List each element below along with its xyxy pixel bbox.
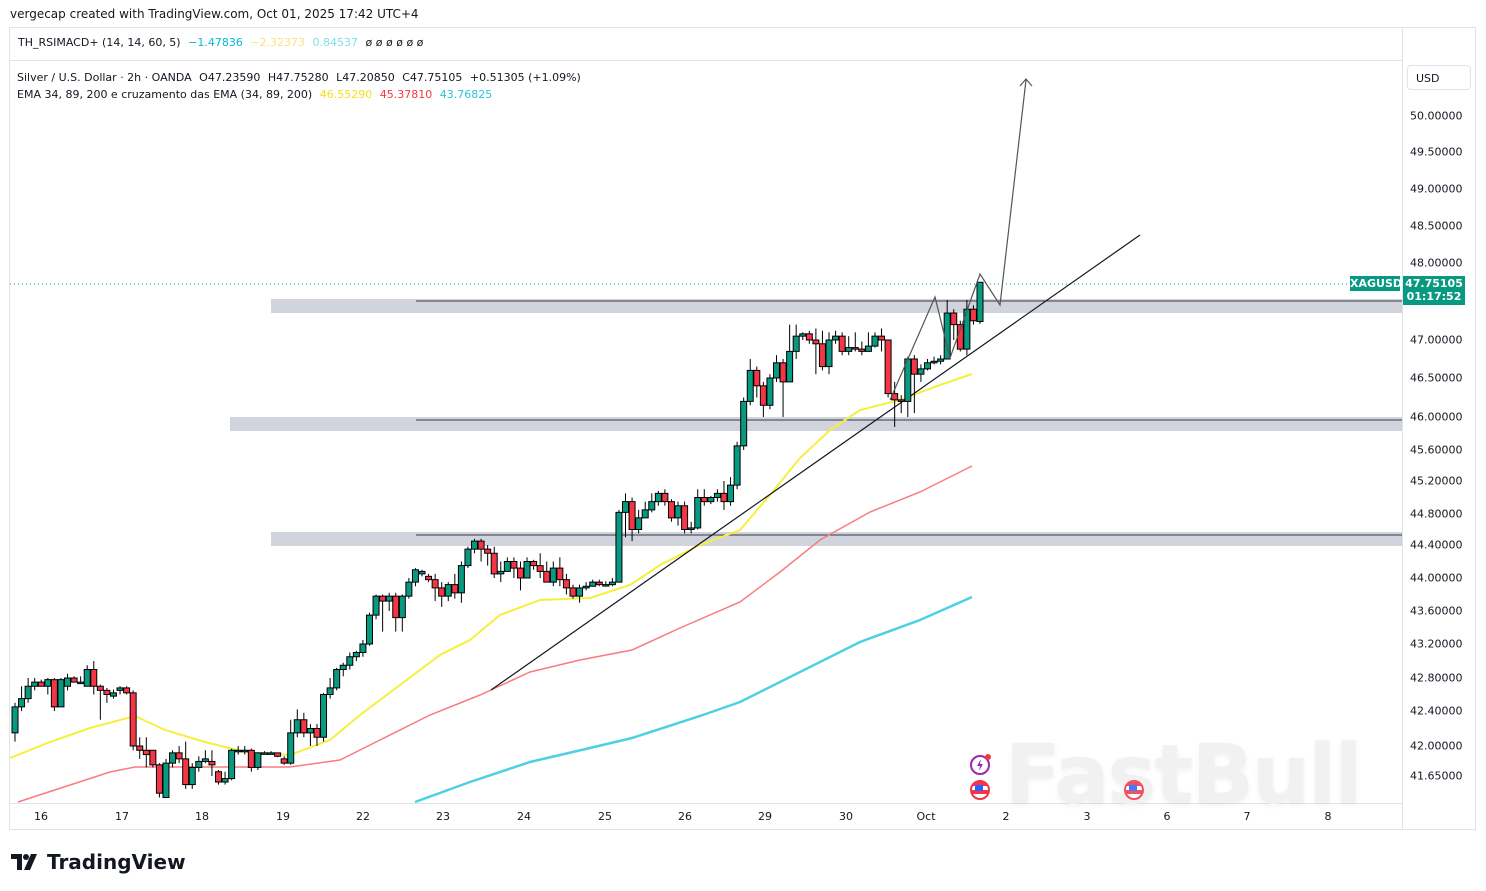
us-flag-event-icon[interactable] <box>970 780 990 800</box>
last-price-badge: 47.75105 01:17:52 <box>1403 276 1465 305</box>
price-axis-divider <box>1402 28 1403 829</box>
bar-countdown: 01:17:52 <box>1406 290 1462 303</box>
time-tick: 23 <box>436 810 450 823</box>
indicator-legend[interactable]: TH_RSIMACD+ (14, 14, 60, 5) −1.47836 −2.… <box>18 36 427 49</box>
symbol-badge: XAGUSD <box>1350 276 1403 291</box>
ohlc-change: +0.51305 (+1.09%) <box>469 71 581 84</box>
price-tick: 50.00000 <box>1410 109 1463 123</box>
candlestick-chart[interactable] <box>10 60 1402 803</box>
price-tick: 49.00000 <box>1410 182 1463 196</box>
chart-frame <box>9 27 1476 830</box>
price-tick: 44.80000 <box>1410 507 1463 521</box>
price-tick: 43.20000 <box>1410 637 1463 651</box>
indicator-value-1: −1.47836 <box>188 36 243 49</box>
time-tick: 19 <box>276 810 290 823</box>
time-tick: 2 <box>1002 810 1010 823</box>
tradingview-logo-icon <box>11 854 37 870</box>
time-tick: 25 <box>598 810 612 823</box>
ohlc-high: H47.75280 <box>267 71 329 84</box>
time-tick: 24 <box>517 810 531 823</box>
currency-button[interactable]: USD <box>1407 65 1471 90</box>
symbol-legend-row: Silver / U.S. Dollar · 2h · OANDA O47.23… <box>17 69 585 86</box>
ema-legend-row: EMA 34, 89, 200 e cruzamento das EMA (34… <box>17 86 585 103</box>
price-tick: 48.50000 <box>1410 219 1463 233</box>
ohlc-open: O47.23590 <box>199 71 261 84</box>
time-tick: 7 <box>1243 810 1251 823</box>
symbol-description: Silver / U.S. Dollar · 2h · OANDA <box>17 71 192 84</box>
price-tick: 45.20000 <box>1410 474 1463 488</box>
price-tick: 42.80000 <box>1410 671 1463 685</box>
price-tick: 49.50000 <box>1410 145 1463 159</box>
support-resistance-zone[interactable] <box>230 417 1402 431</box>
fastbull-watermark: FastBull <box>1005 728 1363 823</box>
main-legend[interactable]: Silver / U.S. Dollar · 2h · OANDA O47.23… <box>17 69 585 103</box>
time-tick: 6 <box>1163 810 1171 823</box>
time-tick: 30 <box>839 810 853 823</box>
price-tick: 46.50000 <box>1410 371 1463 385</box>
price-tick: 42.00000 <box>1410 739 1463 753</box>
ema89-value: 45.37810 <box>379 88 433 101</box>
indicator-value-empty: ø ø ø ø ø ø <box>365 36 424 49</box>
ema34-line <box>10 373 973 759</box>
event-lightning-icon[interactable] <box>970 754 991 775</box>
ohlc-low: L47.20850 <box>336 71 395 84</box>
price-tick: 47.00000 <box>1410 333 1463 347</box>
ema200-line <box>414 595 973 803</box>
indicator-value-2: −2.32373 <box>250 36 306 49</box>
time-tick: 18 <box>195 810 209 823</box>
time-tick: 26 <box>678 810 692 823</box>
brand-name: TradingView <box>47 850 186 874</box>
time-axis-line <box>10 803 1402 804</box>
price-tick: 42.40000 <box>1410 704 1463 718</box>
time-tick: 17 <box>115 810 129 823</box>
price-tick: 44.00000 <box>1410 571 1463 585</box>
indicator-value-3: 0.84537 <box>312 36 359 49</box>
support-resistance-zone[interactable] <box>271 299 1402 313</box>
price-tick: 43.60000 <box>1410 604 1463 618</box>
time-tick: Oct <box>916 810 936 823</box>
time-tick: 16 <box>34 810 48 823</box>
ema89-line <box>17 465 973 803</box>
indicator-pane: TH_RSIMACD+ (14, 14, 60, 5) −1.47836 −2.… <box>10 28 1402 61</box>
price-tick: 44.40000 <box>1410 538 1463 552</box>
ohlc-close: C47.75105 <box>402 71 463 84</box>
time-tick: 22 <box>356 810 370 823</box>
trendline[interactable] <box>490 234 1141 691</box>
time-tick: 8 <box>1324 810 1332 823</box>
support-resistance-zone[interactable] <box>271 532 1402 546</box>
tradingview-logo[interactable]: TradingView <box>11 850 186 874</box>
price-tick: 46.00000 <box>1410 410 1463 424</box>
price-tick: 45.60000 <box>1410 443 1463 457</box>
ema34-value: 46.55290 <box>319 88 373 101</box>
time-tick: 29 <box>758 810 772 823</box>
last-price: 47.75105 <box>1405 277 1463 290</box>
ema-label: EMA 34, 89, 200 e cruzamento das EMA (34… <box>17 88 313 101</box>
chart-credit: vergecap created with TradingView.com, O… <box>10 7 419 21</box>
price-tick: 41.65000 <box>1410 769 1463 783</box>
us-flag-event-icon-2[interactable] <box>1124 780 1144 800</box>
indicator-name: TH_RSIMACD+ (14, 14, 60, 5) <box>18 36 181 49</box>
ema200-value: 43.76825 <box>439 88 493 101</box>
time-tick: 3 <box>1083 810 1091 823</box>
projection-path[interactable] <box>889 79 1027 401</box>
price-tick: 48.00000 <box>1410 256 1463 270</box>
